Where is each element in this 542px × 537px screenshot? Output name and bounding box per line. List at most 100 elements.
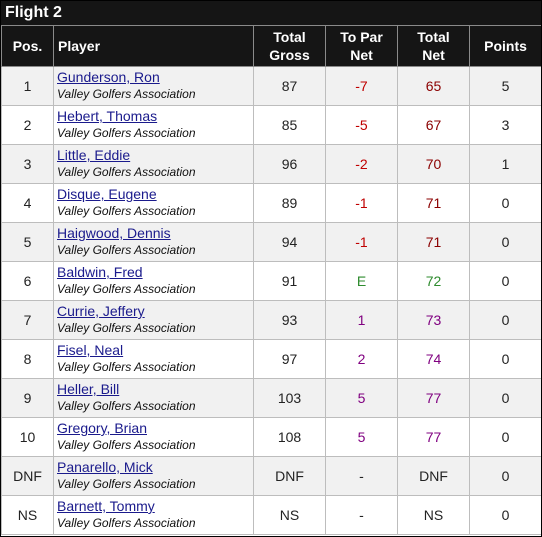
to-par-net-cell: -: [325, 495, 398, 535]
header-player: Player: [53, 25, 254, 67]
total-gross-cell: 87: [253, 66, 326, 106]
position-cell: 5: [1, 222, 54, 262]
total-net-cell: 74: [397, 339, 470, 379]
total-gross-cell: NS: [253, 495, 326, 535]
header-to-par-line2: Net: [350, 47, 373, 63]
player-link[interactable]: Fisel, Neal: [57, 342, 124, 358]
position-cell: DNF: [1, 456, 54, 496]
header-total-net-line1: Total: [417, 29, 450, 45]
player-association: Valley Golfers Association: [57, 243, 196, 257]
player-link[interactable]: Currie, Jeffery: [57, 303, 145, 319]
total-gross-cell: DNF: [253, 456, 326, 496]
position-cell: 1: [1, 66, 54, 106]
points-cell: 0: [469, 378, 541, 418]
table-row: 1 Gunderson, Ron Valley Golfers Associatio…: [1, 66, 541, 106]
player-association: Valley Golfers Association: [57, 126, 196, 140]
to-par-net-cell: 1: [325, 300, 398, 340]
table-row: NS Barnett, Tommy Valley Golfers Associati…: [1, 495, 541, 535]
player-association: Valley Golfers Association: [57, 282, 196, 296]
total-net-cell: 77: [397, 417, 470, 457]
player-cell: Heller, Bill Valley Golfers Association: [53, 378, 254, 418]
player-cell: Haigwood, Dennis Valley Golfers Associati…: [53, 222, 254, 262]
to-par-net-cell: -5: [325, 105, 398, 145]
header-to-par-line1: To Par: [340, 29, 383, 45]
total-gross-cell: 93: [253, 300, 326, 340]
to-par-net-cell: -1: [325, 183, 398, 223]
player-association: Valley Golfers Association: [57, 399, 196, 413]
table-row: 8 Fisel, Neal Valley Golfers Association 97…: [1, 339, 541, 379]
total-net-cell: NS: [397, 495, 470, 535]
total-net-cell: DNF: [397, 456, 470, 496]
to-par-net-cell: 5: [325, 417, 398, 457]
table-row: DNF Panarello, Mick Valley Golfers Associa…: [1, 456, 541, 496]
total-gross-cell: 91: [253, 261, 326, 301]
header-row: Pos. Player Total Gross To Par Net Total Ne…: [1, 25, 541, 67]
points-cell: 0: [469, 300, 541, 340]
to-par-net-cell: -2: [325, 144, 398, 184]
table-row: 10 Gregory, Brian Valley Golfers Associati…: [1, 417, 541, 457]
player-cell: Disque, Eugene Valley Golfers Association: [53, 183, 254, 223]
to-par-net-cell: -7: [325, 66, 398, 106]
player-cell: Baldwin, Fred Valley Golfers Association: [53, 261, 254, 301]
total-net-cell: 70: [397, 144, 470, 184]
player-association: Valley Golfers Association: [57, 516, 196, 530]
table-row: 9 Heller, Bill Valley Golfers Association 1…: [1, 378, 541, 418]
to-par-net-cell: 5: [325, 378, 398, 418]
position-cell: NS: [1, 495, 54, 535]
total-gross-cell: 108: [253, 417, 326, 457]
player-association: Valley Golfers Association: [57, 204, 196, 218]
player-link[interactable]: Little, Eddie: [57, 147, 131, 163]
header-total-gross: Total Gross: [253, 25, 326, 67]
player-link[interactable]: Gunderson, Ron: [57, 69, 160, 85]
total-net-cell: 65: [397, 66, 470, 106]
player-link[interactable]: Hebert, Thomas: [57, 108, 158, 124]
player-link[interactable]: Haigwood, Dennis: [57, 225, 171, 241]
position-cell: 10: [1, 417, 54, 457]
position-cell: 2: [1, 105, 54, 145]
to-par-net-cell: -1: [325, 222, 398, 262]
player-link[interactable]: Disque, Eugene: [57, 186, 157, 202]
points-cell: 5: [469, 66, 541, 106]
table-row: 7 Currie, Jeffery Valley Golfers Associati…: [1, 300, 541, 340]
total-gross-cell: 89: [253, 183, 326, 223]
position-cell: 9: [1, 378, 54, 418]
header-total-net-line2: Net: [422, 47, 445, 63]
total-net-cell: 77: [397, 378, 470, 418]
player-cell: Fisel, Neal Valley Golfers Association: [53, 339, 254, 379]
position-cell: 4: [1, 183, 54, 223]
table-row: 2 Hebert, Thomas Valley Golfers Associatio…: [1, 105, 541, 145]
player-cell: Hebert, Thomas Valley Golfers Association: [53, 105, 254, 145]
total-net-cell: 71: [397, 183, 470, 223]
player-association: Valley Golfers Association: [57, 87, 196, 101]
player-cell: Panarello, Mick Valley Golfers Associatio…: [53, 456, 254, 496]
player-cell: Little, Eddie Valley Golfers Association: [53, 144, 254, 184]
player-link[interactable]: Gregory, Brian: [57, 420, 147, 436]
position-cell: 7: [1, 300, 54, 340]
to-par-net-cell: 2: [325, 339, 398, 379]
player-association: Valley Golfers Association: [57, 321, 196, 335]
player-link[interactable]: Panarello, Mick: [57, 459, 153, 475]
total-gross-cell: 97: [253, 339, 326, 379]
leaderboard-table: Pos. Player Total Gross To Par Net Total Ne…: [1, 25, 541, 535]
points-cell: 0: [469, 261, 541, 301]
total-gross-cell: 85: [253, 105, 326, 145]
player-cell: Gunderson, Ron Valley Golfers Association: [53, 66, 254, 106]
table-row: 4 Disque, Eugene Valley Golfers Associatio…: [1, 183, 541, 223]
points-cell: 0: [469, 417, 541, 457]
header-total-gross-line1: Total: [273, 29, 306, 45]
header-pos: Pos.: [1, 25, 54, 67]
points-cell: 0: [469, 222, 541, 262]
total-gross-cell: 94: [253, 222, 326, 262]
points-cell: 1: [469, 144, 541, 184]
total-net-cell: 73: [397, 300, 470, 340]
header-total-gross-line2: Gross: [269, 47, 310, 63]
player-link[interactable]: Heller, Bill: [57, 381, 120, 397]
player-association: Valley Golfers Association: [57, 360, 196, 374]
to-par-net-cell: -: [325, 456, 398, 496]
player-link[interactable]: Barnett, Tommy: [57, 498, 155, 514]
total-gross-cell: 96: [253, 144, 326, 184]
player-link[interactable]: Baldwin, Fred: [57, 264, 143, 280]
total-gross-cell: 103: [253, 378, 326, 418]
table-row: 5 Haigwood, Dennis Valley Golfers Associat…: [1, 222, 541, 262]
